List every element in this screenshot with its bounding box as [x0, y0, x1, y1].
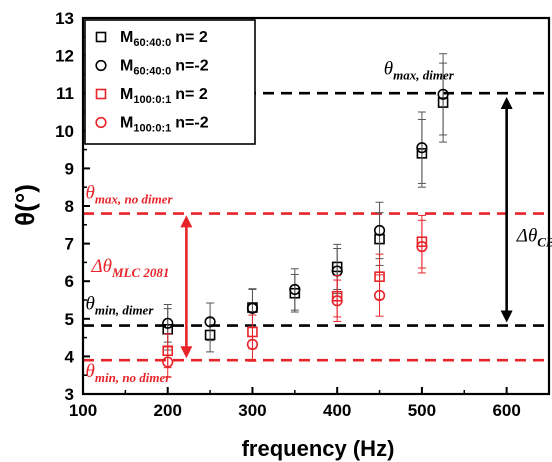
legend-n: n=-2	[175, 115, 208, 132]
arrow-head-top-0	[180, 215, 193, 228]
legend-subscript: 60:40:0	[133, 66, 171, 78]
annotation-main: θ	[86, 293, 95, 314]
legend-label-3: M100:0:1 n=-2	[120, 115, 209, 135]
y-tick-label: 5	[65, 310, 74, 329]
data-point	[416, 142, 428, 154]
y-tick-label: 4	[65, 347, 75, 366]
y-tick-label: 3	[65, 385, 74, 404]
annotation-theta-min-no-dimer: θmin, no dimer	[86, 361, 172, 385]
y-tick-label: 10	[55, 122, 74, 141]
legend-marker-2	[95, 88, 107, 100]
arrow-head-bottom-0	[180, 346, 193, 359]
legend-marker-1	[95, 59, 107, 72]
annotation-main: Δθ	[516, 226, 537, 247]
axes: 3 4 5 6 7 8 9 10 11 12 13 100 200 300 400 500 600	[55, 9, 551, 420]
legend-main: M	[120, 86, 133, 103]
data-point	[437, 88, 449, 100]
x-tick-label: 100	[69, 401, 97, 420]
data-point	[246, 338, 259, 350]
annotation-subscript: MLC 2081	[111, 265, 169, 280]
y-tick-label: 7	[65, 235, 74, 254]
annotation-main: θ	[86, 182, 95, 203]
data-point	[373, 224, 386, 237]
y-tick-label: 6	[65, 272, 74, 291]
data-point	[416, 241, 428, 253]
arrow-head-top-1	[500, 96, 513, 109]
legend-n: n= 2	[175, 86, 208, 103]
legend-marker-3	[95, 116, 107, 129]
legend-label-1: M60:40:0 n=-2	[120, 58, 209, 78]
y-axis-label: θ(°)	[10, 184, 40, 226]
data-point	[373, 289, 386, 302]
data-point	[204, 316, 216, 328]
annotation-subscript: max, no dimer	[95, 191, 174, 206]
arrow-head-bottom-1	[500, 310, 513, 323]
legend-label-0: M60:40:0 n= 2	[120, 29, 208, 49]
annotation-theta-max-no-dimer: θmax, no dimer	[86, 182, 174, 206]
data-points	[162, 53, 449, 378]
annotation-subscript: min, no dimer	[95, 370, 171, 385]
annotation-theta-max-dimer: θmax, dimer	[384, 58, 455, 82]
x-tick-label: 300	[238, 401, 266, 420]
legend-label-2: M100:0:1 n= 2	[120, 86, 208, 106]
data-point	[162, 317, 174, 329]
arrows	[180, 96, 513, 359]
legend-subscript: 100:0:1	[133, 94, 171, 106]
annotation-main: Δθ	[90, 256, 111, 277]
annotation-theta-min-dimer: θmin, dimer	[86, 293, 155, 317]
legend-n: n= 2	[175, 29, 208, 46]
data-point	[331, 295, 343, 307]
legend-main: M	[120, 115, 133, 132]
annotation-main: θ	[384, 58, 393, 79]
legend-main: M	[120, 58, 133, 75]
legend-box	[84, 19, 256, 145]
legend-marker-0	[95, 31, 107, 43]
legend-main: M	[120, 29, 133, 46]
y-tick-label: 9	[65, 159, 74, 178]
x-axis-label: frequency (Hz)	[242, 436, 395, 461]
annotation-main: θ	[86, 361, 95, 382]
legend-n: n=-2	[175, 58, 208, 75]
x-tick-label: 200	[154, 401, 182, 420]
y-tick-label: 13	[55, 9, 74, 28]
x-tick-label: 400	[323, 401, 351, 420]
annotation-subscript: min, dimer	[95, 302, 154, 317]
annotation-subscript: max, dimer	[393, 67, 455, 82]
annotation-delta-cb7cb: ΔθCB7CB	[516, 226, 552, 250]
y-tick-label: 11	[56, 84, 74, 103]
data-point	[246, 302, 259, 314]
data-point	[162, 356, 174, 368]
legend-subscript: 100:0:1	[133, 123, 171, 135]
annotation-delta-mlc: ΔθMLC 2081	[90, 256, 169, 280]
x-tick-label: 600	[492, 401, 520, 420]
data-point	[289, 283, 301, 296]
y-tick-label: 8	[65, 197, 74, 216]
legend-subscript: 60:40:0	[133, 37, 171, 49]
y-tick-label: 12	[55, 47, 74, 66]
x-tick-label: 500	[408, 401, 436, 420]
